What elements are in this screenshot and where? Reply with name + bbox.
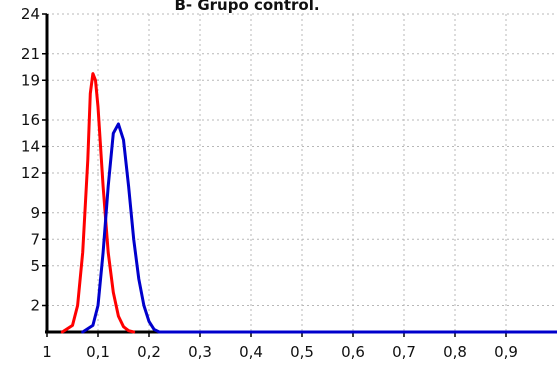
y-axis-ticks: 2 5 7 9 12 14 16 19 21 24 (21, 5, 47, 315)
y-tick-label: 5 (30, 257, 40, 275)
x-axis-ticks: 1 0,1 0,2 0,3 0,4 0,5 0,6 0,7 0,8 0,9 (42, 332, 518, 361)
y-tick-label: 19 (21, 71, 40, 89)
y-tick-label: 14 (21, 138, 40, 156)
x-tick-label: 0,6 (341, 343, 365, 361)
axes (45, 14, 557, 334)
y-tick-label: 7 (30, 230, 40, 248)
x-tick-label: 1 (42, 343, 52, 361)
grid (47, 13, 557, 332)
x-tick-label: 0,9 (494, 343, 518, 361)
series-line-1 (60, 72, 136, 334)
series-line-2 (81, 122, 557, 334)
y-tick-label: 2 (30, 297, 40, 315)
chart-title: B- Grupo control. (174, 0, 319, 14)
x-tick-label: 0,2 (137, 343, 161, 361)
x-tick-label: 0,8 (443, 343, 467, 361)
y-tick-label: 21 (21, 45, 40, 63)
y-tick-label: 12 (21, 164, 40, 182)
x-tick-label: 0,4 (239, 343, 263, 361)
x-tick-label: 0,1 (86, 343, 110, 361)
series-lines (60, 72, 557, 334)
y-tick-label: 9 (30, 204, 40, 222)
y-tick-label: 24 (21, 5, 40, 23)
x-tick-label: 0,7 (392, 343, 416, 361)
y-tick-label: 16 (21, 111, 40, 129)
x-tick-label: 0,5 (290, 343, 314, 361)
x-tick-label: 0,3 (188, 343, 212, 361)
